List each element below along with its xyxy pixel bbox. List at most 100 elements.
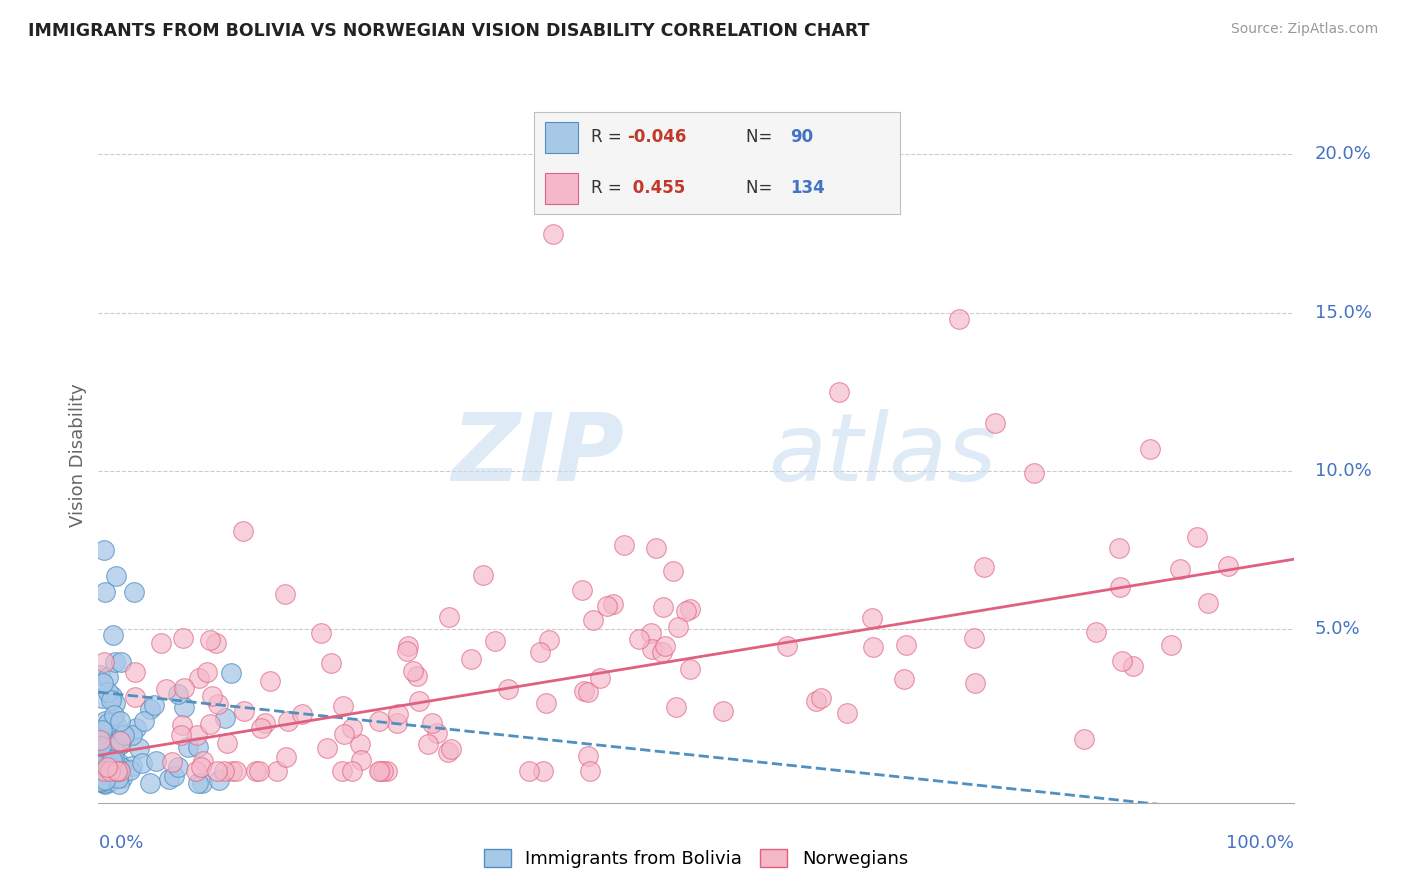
Point (1122, 659, 1144, 673)
Point (173, 681, 195, 696)
Point (350, 753, 373, 767)
Point (387, 706, 409, 721)
Point (107, 763, 129, 777)
Point (110, 760, 132, 774)
Point (371, 764, 394, 779)
Point (225, 764, 247, 779)
Point (541, 227, 564, 241)
Point (277, 714, 299, 728)
Point (124, 690, 146, 704)
Point (103, 708, 125, 723)
Point (628, 632, 651, 647)
Point (97, 670, 120, 684)
Point (96, 760, 118, 774)
Point (97, 684, 120, 698)
Point (191, 776, 214, 790)
Point (460, 652, 482, 666)
Point (94, 742, 117, 756)
Point (89, 668, 111, 682)
Point (368, 714, 391, 728)
Point (90, 775, 112, 789)
Legend: Immigrants from Bolivia, Norwegians: Immigrants from Bolivia, Norwegians (475, 840, 917, 877)
Point (195, 665, 218, 679)
Point (167, 760, 190, 774)
Point (420, 716, 443, 731)
Point (173, 700, 195, 714)
Point (201, 690, 224, 704)
Point (96, 760, 118, 774)
Point (97, 764, 120, 778)
Point (1111, 654, 1133, 668)
Point (94, 714, 117, 728)
Point (100, 745, 122, 759)
Point (654, 639, 676, 653)
Point (198, 633, 221, 648)
Point (214, 711, 236, 725)
Point (330, 764, 353, 779)
Point (217, 736, 239, 750)
Point (375, 764, 398, 779)
Point (93, 772, 115, 787)
Point (100, 756, 122, 771)
Point (319, 657, 342, 671)
Point (110, 656, 132, 670)
Point (207, 697, 229, 711)
Point (571, 582, 593, 597)
Point (177, 740, 200, 755)
Point (948, 312, 970, 326)
Point (94, 736, 117, 750)
Point (496, 682, 519, 697)
Point (534, 696, 557, 710)
Point (402, 664, 425, 678)
Point (110, 764, 132, 779)
Point (94, 585, 117, 599)
Bar (546, 173, 578, 204)
Text: 0.0%: 0.0% (98, 834, 143, 852)
Point (1197, 597, 1219, 611)
Point (93, 776, 115, 790)
Point (163, 769, 186, 783)
Point (440, 741, 463, 756)
Point (679, 602, 702, 616)
Point (98, 754, 121, 768)
Point (155, 682, 177, 697)
Point (111, 729, 134, 743)
Text: 134: 134 (790, 179, 825, 197)
Text: 20.0%: 20.0% (1315, 145, 1371, 163)
Point (93, 764, 115, 779)
Point (437, 610, 460, 624)
Point (90, 741, 112, 756)
Point (250, 721, 273, 735)
Point (93, 542, 115, 557)
Point (576, 685, 599, 699)
Point (640, 625, 662, 640)
Point (651, 645, 673, 659)
Point (200, 717, 222, 731)
Point (204, 635, 226, 649)
Point (157, 772, 180, 787)
Point (187, 739, 209, 754)
Point (172, 631, 194, 645)
Point (111, 728, 134, 742)
Point (1185, 530, 1208, 544)
Point (104, 717, 127, 731)
Point (172, 718, 194, 732)
Point (101, 712, 124, 726)
Point (105, 762, 128, 776)
Point (963, 632, 986, 646)
Point (97, 715, 120, 730)
Point (89, 773, 111, 788)
Point (150, 636, 173, 650)
Point (368, 764, 391, 779)
Point (89, 774, 111, 789)
Point (602, 597, 624, 611)
Point (219, 665, 242, 680)
Point (97, 774, 120, 789)
Point (128, 740, 150, 755)
Point (105, 569, 128, 583)
Point (96, 739, 118, 753)
Point (184, 764, 207, 779)
Point (101, 628, 124, 642)
Point (776, 639, 799, 653)
Point (641, 641, 664, 656)
